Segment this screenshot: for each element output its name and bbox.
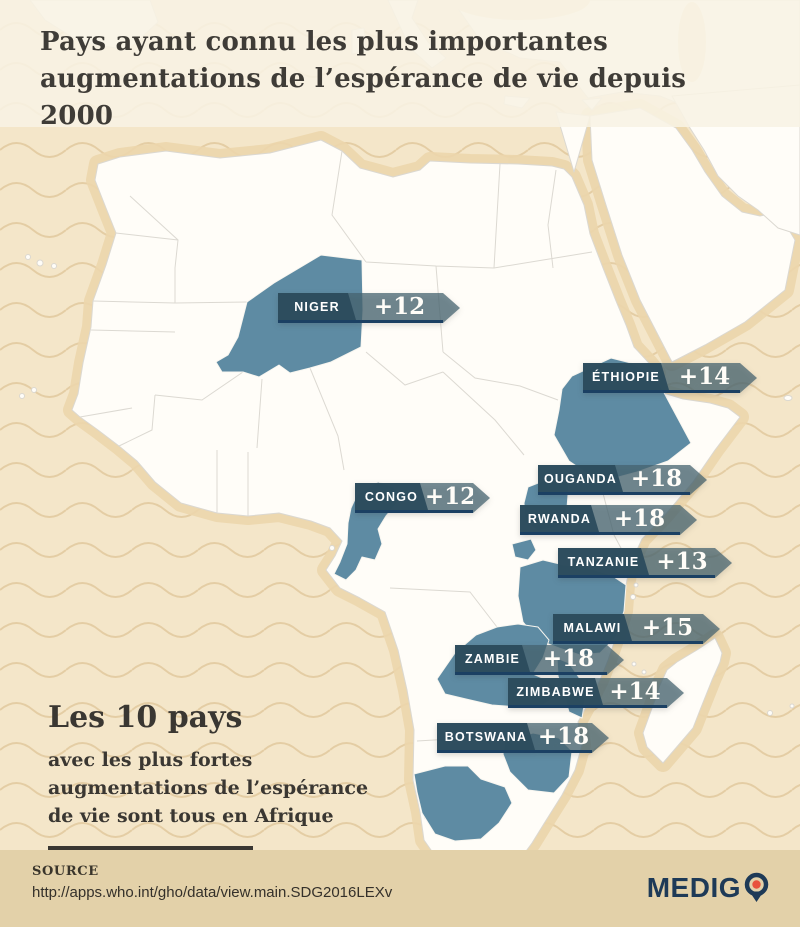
- country-value-tag: +18: [599, 505, 680, 532]
- map-label-rwanda: RWANDA +18: [520, 505, 697, 535]
- source-block: SOURCE http://apps.who.int/gho/data/view…: [32, 864, 392, 901]
- arabia: [589, 107, 796, 363]
- country-value-text: +12: [373, 293, 426, 320]
- country-value-text: +18: [542, 645, 595, 672]
- country-name-tag: TANZANIE: [558, 548, 649, 575]
- country-name-tag: CONGO: [355, 483, 428, 510]
- callout-line-1: avec les plus fortes: [48, 749, 253, 771]
- map-label-ouganda: OUGANDA +18: [538, 465, 707, 495]
- medigo-pin-icon: [744, 872, 769, 902]
- map-label-ethiopie: ÉTHIOPIE +14: [583, 363, 757, 393]
- country-value-tag: +12: [424, 483, 477, 510]
- country-name-text: OUGANDA: [544, 471, 617, 486]
- country-name-tag: BOTSWANA: [437, 723, 535, 750]
- map-label-zimbabwe: ZIMBABWE +14: [508, 678, 684, 708]
- country-name-text: TANZANIE: [567, 554, 640, 569]
- country-value-tag: +14: [603, 678, 667, 705]
- page-title: Pays ayant connu les plus importantes au…: [40, 24, 760, 135]
- country-value-tag: +15: [632, 614, 703, 641]
- country-value-tag: +18: [535, 723, 592, 750]
- country-botswana: [413, 765, 513, 842]
- country-name-text: ÉTHIOPIE: [592, 369, 660, 384]
- country-name-text: ZAMBIE: [464, 651, 521, 666]
- country-name-tag: MALAWI: [553, 614, 632, 641]
- country-value-text: +18: [537, 723, 590, 750]
- country-name-text: RWANDA: [527, 511, 592, 526]
- map-label-niger: NIGER +12: [278, 293, 460, 323]
- country-value-text: +14: [678, 363, 731, 390]
- country-name-tag: NIGER: [278, 293, 356, 320]
- country-borders: [79, 150, 631, 819]
- country-name-text: BOTSWANA: [444, 729, 528, 744]
- country-name-tag: OUGANDA: [538, 465, 623, 492]
- country-name-text: MALAWI: [563, 620, 622, 635]
- medigo-logo-text: MEDIG: [646, 872, 741, 903]
- country-name-tag: ÉTHIOPIE: [583, 363, 669, 390]
- country-value-text: +18: [613, 505, 666, 532]
- title-line-2: augmentations de l’espérance de vie depu…: [40, 64, 687, 131]
- map-label-botswana: BOTSWANA +18: [437, 723, 609, 753]
- callout-block: Les 10 pays avec les plus fortes augment…: [48, 700, 368, 850]
- title-overlay-band: [0, 0, 800, 127]
- source-url[interactable]: http://apps.who.int/gho/data/view.main.S…: [32, 884, 393, 901]
- country-value-text: +13: [656, 548, 708, 575]
- callout-line-3: de vie sont tous en Afrique: [48, 805, 334, 827]
- madagascar-island: [642, 637, 723, 764]
- country-value-tag: +13: [649, 548, 715, 575]
- country-value-text: +15: [641, 614, 694, 641]
- map-label-zambie: ZAMBIE +18: [455, 645, 624, 675]
- country-value-tag: +18: [530, 645, 607, 672]
- country-name-text: ZIMBABWE: [516, 684, 595, 699]
- map-label-malawi: MALAWI +15: [553, 614, 720, 644]
- country-value-text: +18: [630, 465, 683, 492]
- country-rwanda: [511, 538, 537, 561]
- country-name-text: NIGER: [294, 299, 340, 314]
- callout-rule: [48, 846, 253, 850]
- map-label-congo: CONGO +12: [355, 483, 490, 513]
- callout-line-2: augmentations de l’espérance: [48, 777, 369, 799]
- country-value-tag: +12: [356, 293, 443, 320]
- country-name-text: CONGO: [364, 489, 419, 504]
- medigo-logo: MEDIG: [647, 872, 770, 904]
- country-value-text: +12: [424, 483, 477, 510]
- callout-heading: Les 10 pays: [48, 700, 243, 735]
- country-value-tag: +18: [623, 465, 690, 492]
- map-label-tanzanie: TANZANIE +13: [558, 548, 732, 578]
- title-line-1: Pays ayant connu les plus importantes: [40, 27, 608, 57]
- country-name-tag: ZIMBABWE: [508, 678, 603, 705]
- country-name-tag: ZAMBIE: [455, 645, 530, 672]
- country-value-text: +14: [609, 678, 661, 705]
- source-label: SOURCE: [32, 864, 99, 879]
- country-name-tag: RWANDA: [520, 505, 599, 532]
- footer-band: [0, 850, 800, 927]
- country-value-tag: +14: [669, 363, 740, 390]
